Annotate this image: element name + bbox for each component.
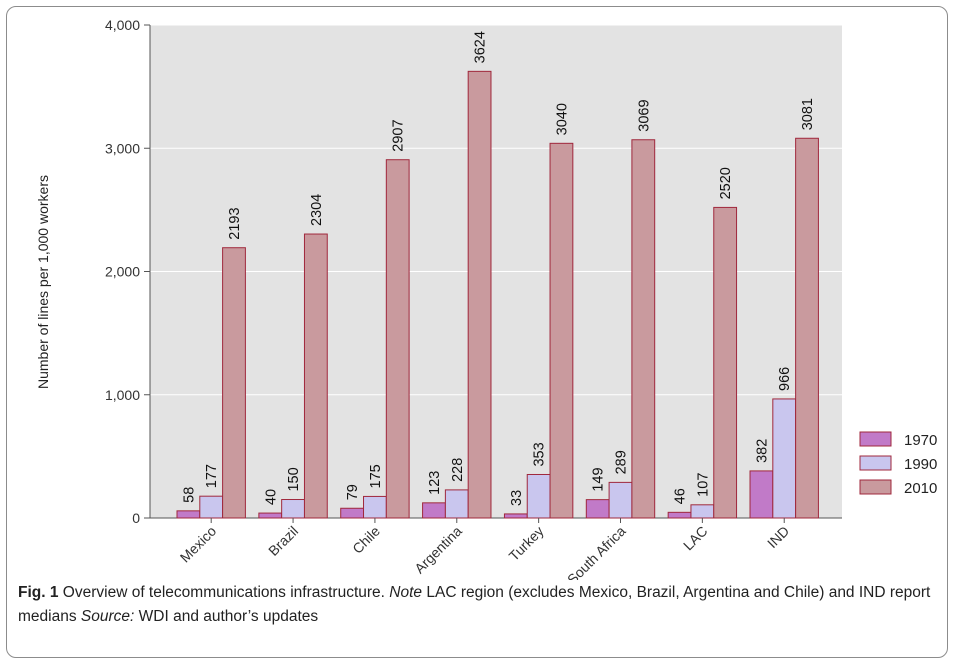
data-label: 40 (263, 489, 279, 505)
bar-2010 (713, 206, 738, 519)
legend-label: 1990 (904, 456, 937, 473)
caption-text: Overview of telecommunications infrastru… (62, 584, 385, 601)
y-tick-label: 1,000 (105, 387, 140, 403)
y-tick-label: 4,000 (105, 17, 140, 33)
caption-note-word: Note (389, 584, 423, 601)
data-label: 3624 (473, 31, 489, 63)
bar-1990 (363, 495, 387, 519)
bar-1970 (667, 511, 692, 519)
x-tick-label: LAC (680, 523, 711, 554)
data-label: 150 (286, 467, 302, 491)
data-label: 3081 (800, 98, 816, 130)
caption-label: Fig. 1 (18, 584, 59, 601)
data-label: 107 (695, 473, 711, 497)
bar-2010 (303, 233, 328, 519)
x-tick-label: IND (764, 523, 792, 551)
legend-swatch-1970 (859, 431, 892, 447)
bars: 58 177 2193 40 150 2304 79 175 2907 123 228 3624 33 3… (176, 31, 819, 519)
data-label: 46 (673, 488, 689, 504)
data-label: 228 (450, 458, 466, 482)
y-axis-label: Number of lines per 1,000 workers (35, 175, 51, 389)
bar-1990 (199, 495, 224, 519)
data-label: 175 (368, 464, 384, 488)
caption-note-text: LAC region (excludes Mexico, Brazil, Arg… (18, 584, 931, 625)
legend: 1970 1990 2010 (859, 431, 937, 497)
legend-label: 1970 (904, 432, 937, 449)
y-tick-label: 2,000 (105, 264, 140, 280)
bar-2010 (795, 137, 819, 519)
bar-1990 (444, 489, 469, 519)
bar-1990 (526, 473, 551, 519)
data-label: 33 (509, 490, 525, 506)
x-axis-labels: Mexico Brazil Chile Argentina Turkey South Af… (177, 518, 792, 580)
caption-source-text: WDI and author’s updates (138, 608, 319, 625)
bar-1970 (749, 470, 774, 519)
x-tick-label: South Africa (564, 523, 629, 580)
bar-1970 (503, 513, 528, 519)
data-label: 2304 (309, 194, 325, 226)
legend-swatch-1990 (859, 455, 892, 471)
data-label: 2193 (227, 207, 243, 239)
data-label: 3069 (636, 99, 652, 131)
x-tick-label: Turkey (506, 523, 547, 564)
data-label: 123 (427, 471, 443, 495)
x-tick-label: Argentina (411, 523, 465, 577)
bar-1970 (340, 507, 365, 519)
bar-2010 (631, 139, 656, 519)
data-label: 177 (204, 464, 220, 488)
bar-2010 (222, 247, 246, 519)
bar-2010 (385, 159, 410, 519)
data-label: 353 (532, 442, 548, 466)
data-label: 2907 (391, 119, 407, 151)
bar-1970 (258, 512, 283, 519)
data-label: 966 (777, 367, 793, 391)
data-label: 79 (345, 484, 361, 500)
x-tick-label: Brazil (265, 523, 301, 559)
bar-2010 (549, 142, 574, 519)
figure-caption: Fig. 1 Overview of telecommunications in… (18, 581, 938, 629)
bar-1990 (690, 504, 715, 519)
data-label: 149 (591, 467, 607, 491)
y-tick-label: 3,000 (105, 140, 140, 156)
x-tick-label: Chile (349, 523, 383, 557)
y-tick-label: 0 (132, 510, 140, 526)
x-tick-label: Mexico (177, 523, 220, 566)
bar-1990 (608, 481, 633, 519)
data-label: 2520 (718, 167, 734, 199)
bar-1970 (422, 502, 446, 519)
bar-1970 (176, 510, 201, 519)
data-label: 58 (181, 487, 197, 503)
bar-chart: 0 1,000 2,000 3,000 4,000 Number of lines pe… (35, 17, 937, 580)
legend-swatch-2010 (859, 479, 892, 495)
data-label: 382 (754, 439, 770, 463)
bar-2010 (467, 70, 492, 519)
bar-1970 (585, 499, 610, 519)
data-label: 3040 (554, 103, 570, 135)
legend-label: 2010 (904, 480, 937, 497)
data-label: 289 (614, 450, 630, 474)
bar-1990 (281, 499, 305, 519)
caption-source-word: Source: (80, 608, 135, 625)
bar-1990 (772, 398, 797, 519)
